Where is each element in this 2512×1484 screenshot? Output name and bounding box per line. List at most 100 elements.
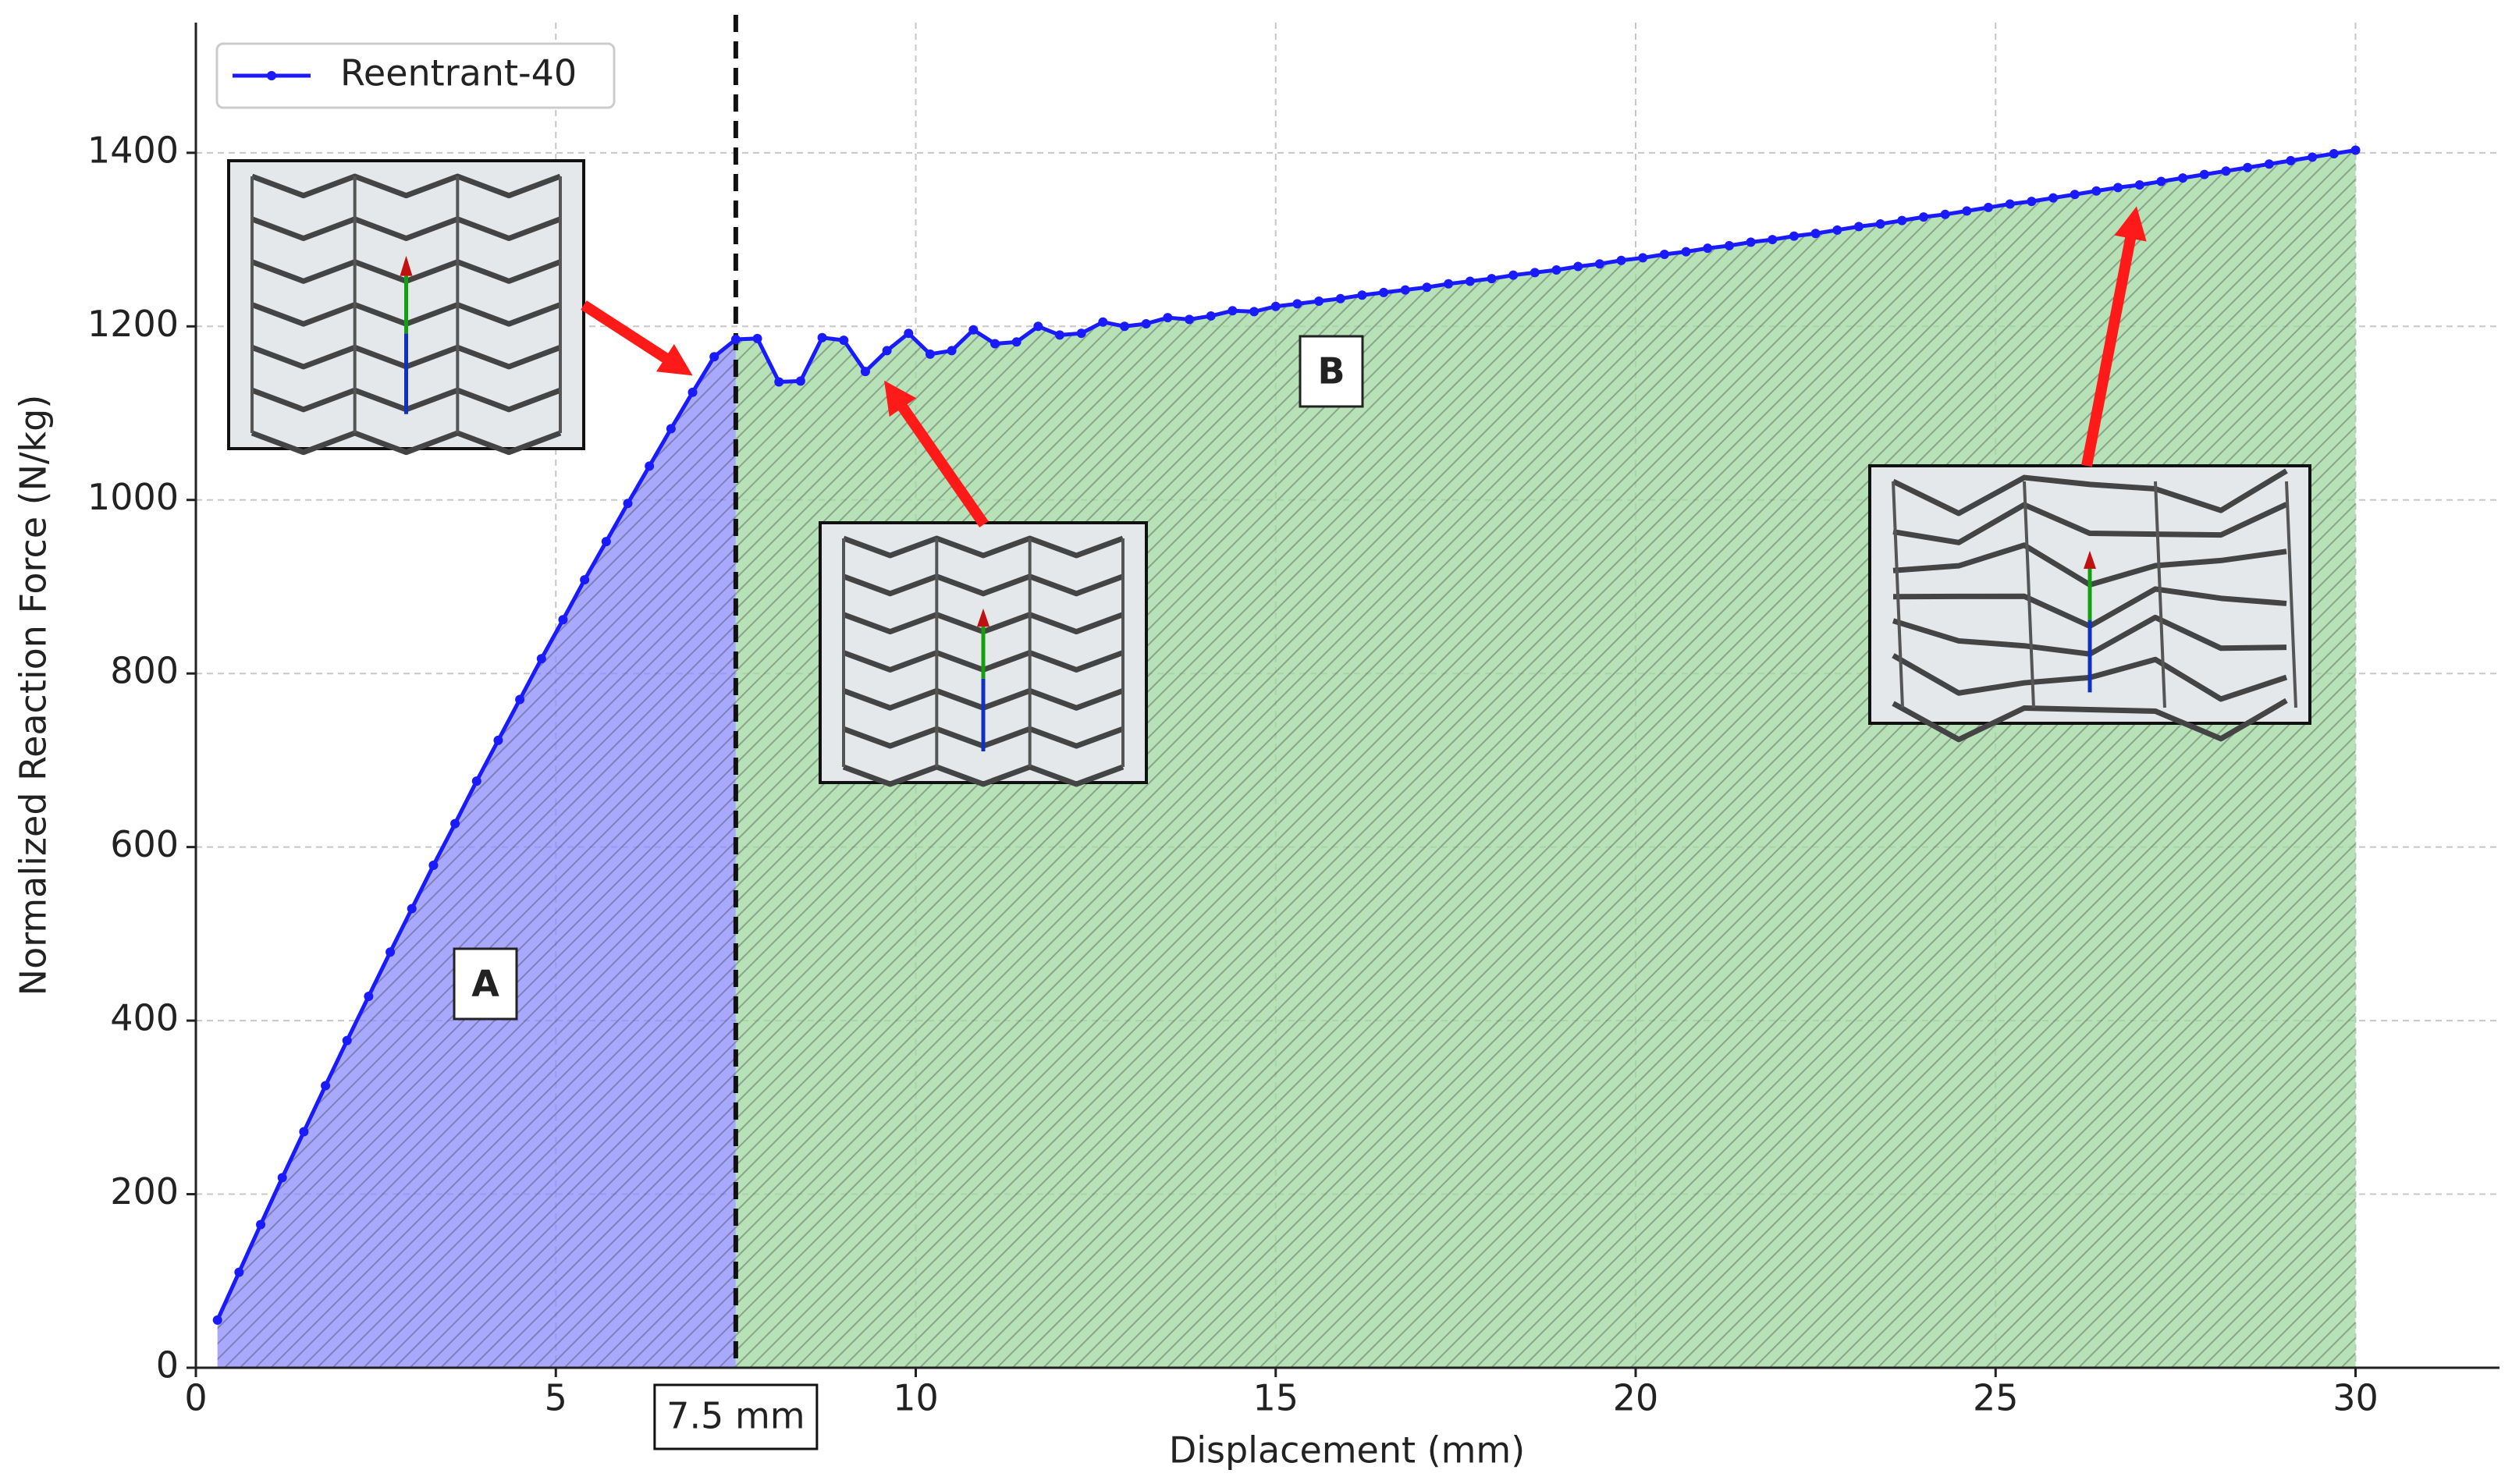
data-point: [1076, 328, 1086, 339]
data-point: [2308, 152, 2318, 162]
data-point: [882, 346, 892, 356]
data-point: [1465, 276, 1475, 286]
data-point: [601, 537, 611, 547]
data-point: [2178, 173, 2188, 183]
data-point: [212, 1315, 222, 1325]
data-point: [645, 461, 655, 471]
data-point: [1379, 287, 1389, 297]
data-point: [925, 349, 935, 359]
lattice-post: [2285, 481, 2297, 708]
data-point: [1962, 206, 1972, 216]
data-point: [817, 332, 827, 343]
data-point: [299, 1127, 309, 1137]
pointer-arrow: [2081, 206, 2147, 467]
data-point: [1810, 229, 1821, 239]
data-point: [1270, 301, 1281, 311]
y-tick-label: 200: [110, 1170, 179, 1212]
data-point: [1853, 222, 1864, 232]
data-point: [1940, 209, 1950, 219]
y-axis-label: Normalized Reaction Force (N/kg): [12, 395, 55, 996]
vline-label-box: [653, 1383, 819, 1450]
data-point: [580, 575, 590, 585]
y-tick-label: 1400: [87, 129, 179, 171]
data-point: [947, 346, 957, 356]
data-point: [2070, 190, 2080, 200]
data-point: [904, 328, 914, 339]
region-label-box: [1299, 335, 1364, 408]
data-point: [1616, 255, 1626, 265]
x-tick-label: 10: [893, 1377, 939, 1419]
data-point: [1141, 318, 1151, 328]
data-line: [215, 148, 2356, 1321]
data-point: [1508, 270, 1519, 280]
lattice-strut: [250, 173, 562, 199]
y-tick-label: 1200: [87, 303, 179, 345]
data-point: [321, 1081, 331, 1091]
data-point: [1573, 261, 1583, 272]
data-point: [2091, 186, 2102, 196]
data-point: [256, 1220, 266, 1230]
data-point: [1487, 274, 1497, 284]
data-point: [1400, 285, 1410, 295]
data-point: [1206, 311, 1216, 321]
data-point: [1185, 314, 1195, 325]
data-point: [1163, 313, 1173, 323]
region-area: [217, 339, 736, 1369]
region-label: A: [471, 963, 499, 1005]
data-point: [277, 1173, 287, 1183]
data-point: [2329, 148, 2339, 158]
data-point: [2156, 176, 2166, 186]
lattice-post: [1892, 481, 1904, 708]
y-tick-label: 1000: [87, 476, 179, 518]
data-point: [2199, 169, 2209, 179]
data-point: [2113, 183, 2123, 193]
data-point: [407, 904, 417, 914]
data-point: [1594, 259, 1604, 269]
data-point: [688, 387, 698, 397]
data-point: [1357, 290, 1367, 300]
lattice-strut: [842, 764, 1125, 787]
inset-image: [819, 521, 1148, 787]
data-point: [2221, 166, 2231, 176]
data-point: [1444, 279, 1454, 289]
data-point: [342, 1035, 352, 1046]
inset-image: [1868, 464, 2311, 743]
lattice-strut: [1892, 502, 2288, 545]
data-point: [1098, 317, 1108, 327]
data-point: [2134, 179, 2144, 190]
lattice-strut: [842, 573, 1125, 597]
lattice-strut: [250, 430, 562, 456]
x-tick-label: 0: [184, 1377, 207, 1419]
data-point: [1919, 212, 1928, 222]
data-point: [536, 654, 546, 664]
data-point: [1120, 321, 1130, 332]
data-point: [730, 334, 741, 344]
pointer-arrow: [581, 300, 693, 376]
data-point: [666, 424, 676, 434]
data-point: [1746, 237, 1756, 247]
data-point: [1314, 296, 1324, 307]
lattice-post: [2154, 481, 2166, 708]
data-point: [1249, 307, 1260, 317]
vline-label: 7.5 mm: [666, 1395, 805, 1437]
data-point: [990, 339, 1000, 349]
data-point: [2264, 159, 2274, 169]
data-point: [2350, 145, 2361, 155]
data-point: [1875, 219, 1885, 229]
x-tick-label: 25: [1973, 1377, 2019, 1419]
data-point: [1292, 299, 1302, 309]
data-point: [2048, 193, 2059, 203]
data-point: [1422, 282, 1432, 293]
x-tick-label: 20: [1613, 1377, 1659, 1419]
data-point: [752, 333, 762, 343]
data-point: [2027, 197, 2037, 207]
data-point: [1011, 337, 1021, 347]
data-point: [2286, 155, 2296, 165]
legend-label: Reentrant-40: [340, 52, 577, 94]
data-point: [1055, 330, 1064, 340]
x-axis-label: Displacement (mm): [1169, 1429, 1525, 1472]
region-area: [735, 150, 2356, 1368]
lattice-strut: [842, 535, 1125, 559]
data-point: [386, 947, 396, 957]
